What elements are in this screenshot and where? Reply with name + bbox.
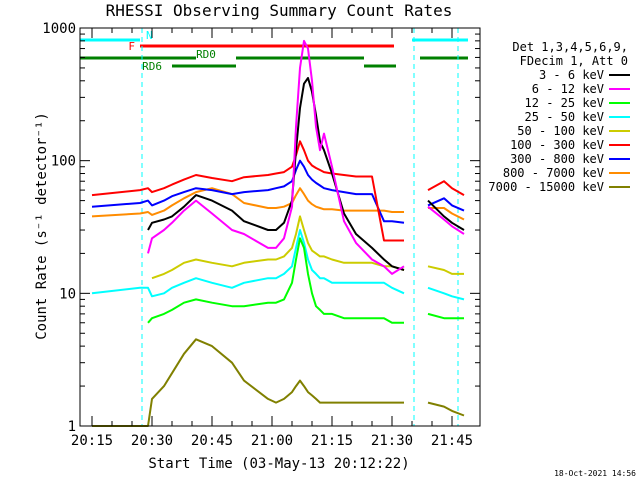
legend-header-line-1: Det 1,3,4,5,6,9,	[512, 40, 628, 54]
legend-entry-label: 3 - 6 keV	[539, 68, 604, 82]
y-tick-label: 100	[51, 154, 76, 170]
legend-entry-label: 800 - 7000 keV	[503, 166, 604, 180]
chart-title: RHESSI Observing Summary Count Rates	[106, 1, 453, 20]
series-line	[151, 215, 464, 280]
series-line	[91, 159, 465, 224]
y-tick-label: 1000	[42, 21, 76, 37]
series-lines	[91, 39, 465, 427]
flag-label: N	[146, 29, 153, 42]
x-tick-label: 21:15	[311, 433, 353, 449]
x-tick-label: 20:15	[71, 433, 113, 449]
x-tick-label: 21:30	[371, 433, 413, 449]
x-tick-label: 20:45	[191, 433, 233, 449]
legend-entry-label: 6 - 12 keV	[532, 82, 604, 96]
y-tick-label: 10	[59, 286, 76, 302]
timestamp: 18-Oct-2021 14:56	[554, 469, 636, 478]
saa-dashed-lines	[79, 28, 459, 426]
x-ticks: 20:15 20:30 20:45 21:00 21:15 21:30 21:45	[71, 28, 473, 449]
x-tick-label: 21:00	[251, 433, 293, 449]
flag-label: RD6	[142, 60, 162, 73]
flag-bars: NF RD0 RD6	[80, 29, 468, 73]
series-line	[91, 229, 465, 301]
series-line	[147, 39, 465, 275]
flag-label: F	[128, 40, 135, 53]
series-line	[91, 187, 465, 221]
legend-entry-label: 50 - 100 keV	[517, 124, 604, 138]
legend-entry-label: 7000 - 15000 keV	[488, 180, 604, 194]
legend-entry-label: 25 - 50 keV	[525, 110, 604, 124]
y-axis-title: Count Rate (s⁻¹ detector⁻¹)	[34, 112, 50, 340]
series-line	[91, 140, 465, 242]
flag-label: RD0	[196, 48, 216, 61]
legend-entry-label: 100 - 300 keV	[510, 138, 604, 152]
series-line	[147, 237, 464, 324]
legend-entry-label: 300 - 800 keV	[510, 152, 604, 166]
legend: Det 1,3,4,5,6,9, FDecim 1, Att 0 3 - 6 k…	[488, 40, 630, 194]
y-ticks: 1 10 100 1000	[42, 21, 480, 435]
x-tick-label: 20:30	[131, 433, 173, 449]
y-tick-label: 1	[68, 419, 76, 435]
legend-header-line-2: FDecim 1, Att 0	[520, 54, 628, 68]
series-line	[147, 77, 465, 271]
legend-entry-label: 12 - 25 keV	[525, 96, 604, 110]
x-axis-title: Start Time (03-May-13 20:12:22)	[148, 456, 409, 472]
plot-frame	[79, 27, 481, 427]
series-line	[92, 338, 465, 427]
x-tick-label: 21:45	[431, 433, 473, 449]
